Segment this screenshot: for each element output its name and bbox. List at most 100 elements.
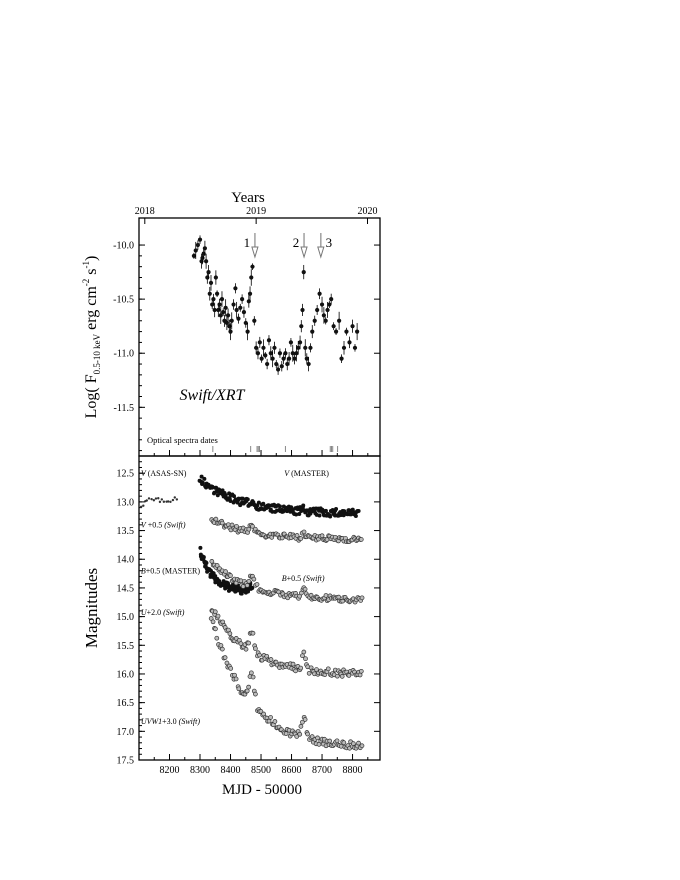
magnitude-point [213,626,218,632]
magnitude-point [169,500,172,504]
xray-point [312,318,317,323]
magnitude-point [236,686,242,692]
xray-point [219,297,225,302]
magnitude-point [233,676,239,682]
xray-point [206,269,211,275]
xray-point [301,269,306,275]
xray-point [323,318,328,323]
bottom-y-axis-label: Magnitudes [82,568,101,648]
magnitude-point [150,497,153,501]
xray-point [281,356,286,361]
magnitude-point [283,731,289,736]
magnitude-point [157,497,160,500]
magnitude-point [171,498,175,502]
year-tick-label: 2020 [357,206,377,217]
magnitude-point [254,582,260,587]
bottom-panel-points [139,474,365,751]
magnitude-point [305,731,310,737]
magnitude-point [298,665,304,671]
magnitude-point [346,673,352,678]
x-tick-label: 8500 [251,765,271,776]
xray-point [270,356,275,361]
magnitude-point [297,731,303,737]
xray-point [315,307,320,313]
magnitude-point [162,500,166,503]
magnitude-point [359,743,365,749]
magnitude-point [225,581,230,586]
x-tick-label: 8300 [190,765,210,776]
magnitude-point [246,684,251,690]
magnitude-point [210,484,215,489]
magnitude-point [303,656,308,662]
xray-point [325,307,330,313]
xray-point [233,286,238,291]
magnitude-point [257,652,262,658]
x-axis-label: MJD - 50000 [222,782,302,798]
magnitude-point [228,573,233,578]
magnitude-point [214,635,220,641]
magnitude-point [250,524,255,529]
xray-point [214,291,220,296]
xray-point [261,345,266,350]
xray-point [319,302,325,307]
magnitude-point [223,569,228,574]
magnitude-point [256,500,261,505]
magnitude-point [279,535,285,541]
magnitude-point [339,674,345,679]
spectrum-arrow-head [300,246,308,259]
magnitude-point [353,514,358,519]
xray-point [245,329,250,334]
xray-point [283,351,288,356]
xray-point [266,338,272,343]
magnitude-point [248,670,254,676]
xray-point [217,302,222,307]
series-annotation: U+2.0 (Swift) [141,608,185,617]
xray-point [207,291,212,296]
xray-point [303,345,308,350]
xray-point [344,329,349,334]
magnitude-point [166,500,170,503]
xray-point [285,361,290,367]
y-tick-label: 13.0 [117,497,135,508]
series-annotation: B+0.5 (Swift) [282,574,325,583]
magnitude-point [298,724,304,729]
xray-point [299,324,304,329]
y-tick-label: 12.5 [117,469,135,480]
optical-spectra-dates-label: Optical spectra dates [147,435,218,445]
y-tick-label: 15.5 [117,641,135,652]
xray-point [243,320,248,326]
xray-point [277,351,283,356]
xray-point [221,310,226,315]
xray-point [193,248,198,253]
magnitude-point [301,529,307,535]
xray-point [294,351,299,356]
magnitude-point [246,578,252,584]
magnitude-point [214,563,220,568]
magnitude-point [217,578,222,583]
xray-point [331,324,336,329]
xray-point [268,351,273,356]
magnitude-point [351,741,356,746]
y-tick-label: 17.0 [117,727,135,738]
magnitude-point [175,498,179,501]
xray-point [250,264,255,269]
xray-point [306,361,311,367]
y-tick-label: 14.5 [117,583,135,594]
xray-point [212,307,217,313]
magnitude-point [154,497,158,500]
xray-point [347,340,352,345]
xray-point [228,329,233,334]
xray-point [197,237,203,242]
magnitude-point [173,496,176,499]
magnitude-point [302,717,308,722]
instrument-label: Swift/XRT [180,387,246,404]
bottom-panel-axes: 8200 8300 8400 8500 8600 8700 8800 12.5 13.0 13.5… [117,461,380,776]
y-tick-label: -11.0 [114,349,134,360]
spectrum-arrow-label: 2 [293,235,300,250]
top-panel-axes: 2018 2019 2020 -10.0 -10.5 -11.0 -11.5 1 2 3 [113,206,380,456]
xray-point [211,297,216,302]
magnitude-point [200,480,205,485]
magnitude-point [334,507,339,512]
xray-point [218,313,223,318]
